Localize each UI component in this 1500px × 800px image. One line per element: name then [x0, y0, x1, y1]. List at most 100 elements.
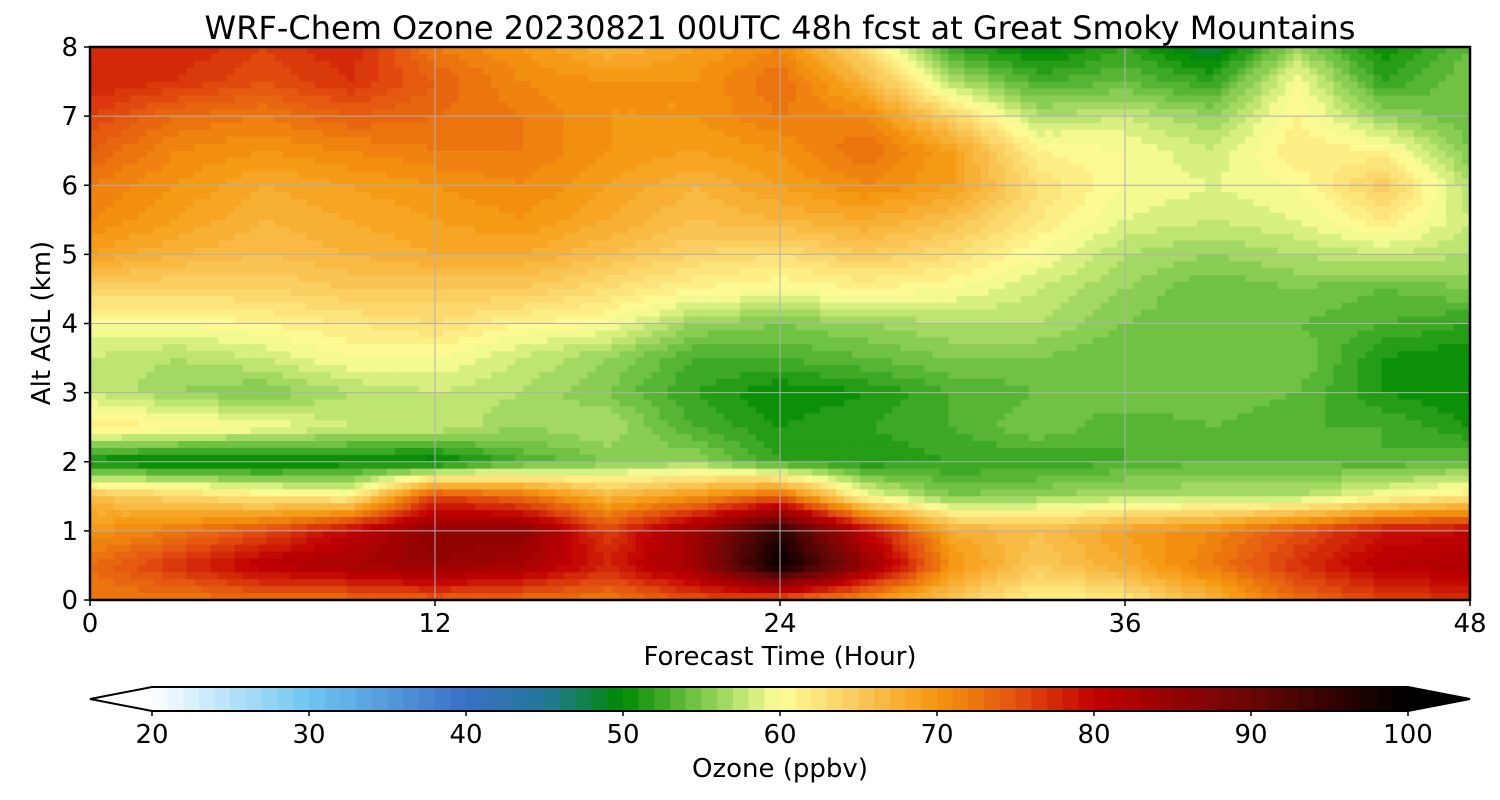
heatmap-cell: [908, 192, 917, 200]
heatmap-cell: [298, 192, 308, 200]
heatmap-cell: [378, 219, 388, 228]
heatmap-cell: [691, 171, 701, 179]
heatmap-cell: [1301, 212, 1311, 221]
heatmap-cell: [1405, 60, 1415, 69]
heatmap-cell: [250, 199, 260, 207]
heatmap-cell: [900, 74, 909, 83]
heatmap-cell: [587, 136, 597, 145]
heatmap-cell: [162, 171, 171, 179]
heatmap-cell: [483, 74, 492, 83]
heatmap-cell: [852, 205, 861, 214]
heatmap-cell: [972, 109, 982, 117]
heatmap-cell: [1012, 60, 1022, 69]
heatmap-cell: [940, 129, 950, 138]
heatmap-cell: [707, 136, 717, 145]
heatmap-cell: [836, 199, 845, 207]
heatmap-cell: [988, 81, 998, 90]
heatmap-cell: [715, 143, 725, 152]
heatmap-cell: [972, 136, 982, 145]
heatmap-cell: [330, 60, 340, 69]
heatmap-cell: [1293, 81, 1303, 90]
heatmap-cell: [1285, 164, 1295, 173]
heatmap-cell: [354, 53, 364, 62]
heatmap-cell: [370, 136, 380, 145]
heatmap-cell: [1421, 81, 1431, 90]
heatmap-cell: [828, 157, 837, 166]
heatmap-cell: [178, 109, 187, 117]
heatmap-cell: [675, 95, 685, 103]
heatmap-cell: [1052, 81, 1062, 90]
heatmap-cell: [1165, 233, 1174, 242]
heatmap-cell: [988, 109, 998, 117]
heatmap-cell: [114, 143, 123, 152]
heatmap-cell: [1052, 95, 1062, 103]
heatmap-cell: [322, 199, 332, 207]
heatmap-cell: [210, 116, 219, 124]
heatmap-cell: [402, 164, 412, 173]
heatmap-cell: [1333, 192, 1343, 200]
heatmap-cell: [747, 109, 757, 117]
heatmap-cell: [1237, 129, 1246, 138]
heatmap-cell: [1277, 53, 1287, 62]
heatmap-cell: [916, 116, 926, 124]
heatmap-cell: [619, 102, 629, 110]
heatmap-cell: [828, 143, 837, 152]
heatmap-cell: [804, 199, 813, 207]
heatmap-cell: [1277, 60, 1287, 69]
heatmap-cell: [1157, 226, 1166, 235]
heatmap-cell: [595, 192, 605, 200]
heatmap-cell: [1036, 219, 1046, 228]
heatmap-cell: [675, 143, 685, 152]
heatmap-cell: [1173, 226, 1182, 235]
heatmap-cell: [579, 164, 589, 173]
heatmap-cell: [731, 150, 741, 159]
heatmap-cell: [619, 226, 629, 235]
heatmap-cell: [378, 74, 388, 83]
heatmap-cell: [290, 53, 300, 62]
heatmap-cell: [1461, 60, 1470, 69]
heatmap-cell: [571, 164, 581, 173]
heatmap-cell: [539, 74, 548, 83]
heatmap-cell: [1421, 88, 1431, 96]
heatmap-cell: [410, 116, 420, 124]
heatmap-cell: [892, 136, 901, 145]
heatmap-cell: [362, 143, 372, 152]
heatmap-cell: [154, 60, 163, 69]
heatmap-cell: [964, 205, 974, 214]
heatmap-cell: [1269, 136, 1279, 145]
heatmap-cell: [378, 233, 388, 242]
heatmap-cell: [394, 102, 404, 110]
heatmap-cell: [707, 178, 717, 186]
heatmap-cell: [170, 109, 179, 117]
heatmap-cell: [916, 67, 926, 76]
heatmap-cell: [234, 47, 244, 55]
heatmap-cell: [410, 240, 420, 249]
heatmap-cell: [1213, 205, 1222, 214]
heatmap-cell: [234, 192, 244, 200]
heatmap-cell: [1269, 219, 1279, 228]
heatmap-cell: [459, 233, 468, 242]
heatmap-cell: [876, 60, 885, 69]
heatmap-cell: [868, 136, 877, 145]
heatmap-cell: [1189, 192, 1198, 200]
heatmap-cell: [130, 185, 139, 193]
heatmap-cell: [539, 81, 548, 90]
heatmap-cell: [1405, 199, 1415, 207]
heatmap-cell: [1429, 88, 1439, 96]
heatmap-cell: [202, 109, 211, 117]
heatmap-cell: [1397, 205, 1407, 214]
heatmap-cell: [266, 60, 276, 69]
heatmap-cell: [1317, 185, 1327, 193]
heatmap-cell: [90, 226, 99, 235]
heatmap-cell: [250, 157, 260, 166]
heatmap-cell: [122, 88, 131, 96]
heatmap-cell: [1020, 123, 1030, 131]
heatmap-cell: [451, 53, 460, 62]
heatmap-cell: [627, 95, 637, 103]
heatmap-cell: [162, 164, 171, 173]
heatmap-cell: [683, 205, 693, 214]
heatmap-cell: [138, 219, 147, 228]
heatmap-cell: [587, 109, 597, 117]
heatmap-cell: [491, 240, 500, 249]
heatmap-cell: [1277, 157, 1287, 166]
